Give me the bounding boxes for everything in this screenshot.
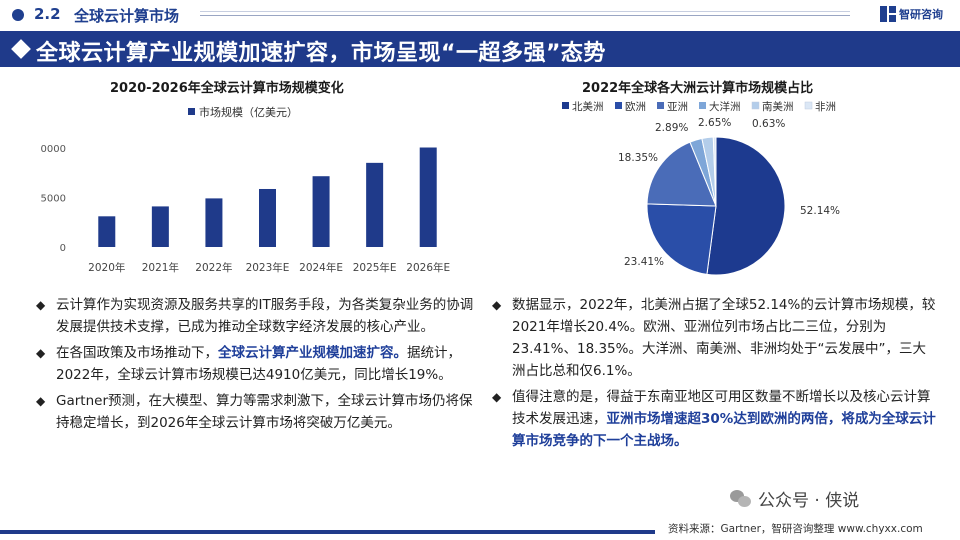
bar [98, 216, 116, 247]
diamond-icon [11, 39, 31, 59]
x-tick-label: 2020年 [88, 261, 125, 274]
bar [151, 206, 169, 247]
bullet-text: 数据显示，2022年，北美洲占据了全球52.14%的云计算市场规模，较2021年… [512, 297, 936, 379]
diamond-icon: ◆ [36, 346, 46, 360]
header-divider [200, 15, 850, 16]
x-tick-label: 2025年E [353, 261, 397, 274]
pie-data-label: 0.63% [752, 118, 785, 130]
bullet-paragraph: ◆ 在各国政策及市场推动下，全球云计算产业规模加速扩容。据统计，2022年，全球云… [36, 342, 476, 386]
bar [312, 176, 330, 247]
wechat-icon [730, 489, 752, 508]
bar [259, 188, 276, 247]
banner: 全球云计算产业规模加速扩容，市场呈现“一超多强”态势 [0, 31, 960, 67]
legend-swatch [699, 102, 706, 109]
legend-label: 大洋洲 [709, 100, 741, 113]
pie-data-label: 23.41% [624, 256, 664, 268]
bar-chart: 2020-2026年全球云计算市场规模变化 市场规模（亿美元） 0 5000 1000… [40, 75, 460, 280]
pie-data-label: 2.89% [655, 122, 688, 134]
highlight-text: 全球云计算产业规模加速扩容。 [218, 345, 407, 361]
highlight-text: 亚洲市场增速超30%达到欧洲的两倍，将成为全球云计算市场竞争的下一个主战场。 [512, 411, 936, 449]
pie-slice [646, 141, 717, 207]
legend-swatch [657, 102, 664, 109]
bar-chart-svg: 市场规模（亿美元） 0 5000 10000 2020年 2021年 2022年 2023年E… [40, 105, 450, 274]
header-divider-thin [200, 11, 850, 12]
x-tick-label: 2024年E [299, 261, 343, 274]
pie-chart-title: 2022年全球各大洲云计算市场规模占比 [582, 81, 814, 96]
pie-chart: 2022年全球各大洲云计算市场规模占比 北美洲 欧洲 亚洲 大洋洲 南美洲 非洲 52.14… [490, 75, 950, 280]
bullet-paragraph: ◆ 云计算作为实现资源及服务共享的IT服务手段，为各类复杂业务的协调发展提供技术支… [36, 294, 476, 338]
left-bullet-list: ◆ 云计算作为实现资源及服务共享的IT服务手段，为各类复杂业务的协调发展提供技术支… [36, 294, 476, 438]
x-tick-label: 2021年 [142, 261, 179, 274]
legend-label: 市场规模（亿美元） [199, 105, 298, 119]
legend-swatch [562, 102, 569, 109]
legend-label: 南美洲 [762, 100, 794, 113]
pie-slice [712, 136, 717, 207]
legend-swatch [804, 101, 813, 110]
legend-label: 非洲 [815, 101, 836, 113]
pie-data-label: 18.35% [618, 152, 658, 164]
brand-name: 智研咨询 [899, 8, 943, 21]
diamond-icon: ◆ [36, 394, 46, 408]
y-tick-label: 5000 [41, 194, 66, 205]
diamond-icon: ◆ [492, 390, 502, 404]
section-title: 全球云计算市场 [74, 7, 180, 25]
wechat-label: 公众号 · 侠说 [758, 491, 860, 511]
bullet-paragraph: ◆ Gartner预测，在大模型、算力等需求刺激下，全球云计算市场仍将保持稳定增长… [36, 390, 476, 434]
brand: 智研咨询 [880, 6, 943, 22]
x-tick-label: 2026年E [406, 261, 450, 274]
right-bullet-list: ◆ 数据显示，2022年，北美洲占据了全球52.14%的云计算市场规模，较2021… [492, 294, 936, 456]
bar [419, 147, 437, 247]
pie-chart-svg: 北美洲 欧洲 亚洲 大洋洲 南美洲 非洲 52.14% 23.41% 18.35% 2.89% 2.… [562, 100, 840, 276]
pie-data-label: 2.65% [698, 117, 731, 129]
brand-logo-icon [880, 6, 896, 22]
section-number: 2.2 [34, 5, 61, 23]
legend-label: 北美洲 [572, 100, 604, 113]
bar [205, 198, 223, 247]
pie-data-label: 52.14% [800, 205, 840, 217]
bullet-text: 在各国政策及市场推动下， [56, 345, 218, 361]
bullet-paragraph: ◆ 值得注意的是，得益于东南亚地区可用区数量不断增长以及核心云计算技术发展迅速，亚… [492, 386, 936, 452]
legend-label: 欧洲 [625, 101, 646, 113]
x-tick-label: 2022年 [195, 261, 232, 274]
legend-swatch [188, 108, 195, 115]
bullet-paragraph: ◆ 数据显示，2022年，北美洲占据了全球52.14%的云计算市场规模，较2021… [492, 294, 936, 382]
section-dot-icon [12, 9, 24, 21]
legend-swatch [615, 102, 622, 109]
footer-bar [0, 530, 655, 534]
bullet-text: 云计算作为实现资源及服务共享的IT服务手段，为各类复杂业务的协调发展提供技术支撑… [56, 297, 474, 335]
bullet-text: 据统计，2022年，全球云计算市场规模已达4910亿美元，同比增长19%。 [56, 345, 461, 383]
source-note: 资料来源：Gartner，智研咨询整理 www.chyxx.com [668, 523, 923, 535]
banner-title: 全球云计算产业规模加速扩容，市场呈现“一超多强”态势 [36, 41, 606, 66]
wechat-account: 公众号 · 侠说 [730, 486, 859, 511]
x-tick-label: 2023年E [246, 261, 290, 274]
legend-label: 亚洲 [667, 101, 688, 113]
diamond-icon: ◆ [36, 298, 46, 312]
section-header: 2.2 全球云计算市场 智研咨询 [0, 0, 960, 30]
pie-slice [646, 203, 717, 275]
bullet-text: Gartner预测，在大模型、算力等需求刺激下，全球云计算市场仍将保持稳定增长，… [56, 393, 473, 431]
legend-swatch [751, 101, 760, 110]
y-tick-label: 10000 [40, 144, 66, 155]
bar [366, 162, 384, 247]
diamond-icon: ◆ [492, 298, 502, 312]
bullet-text: 值得注意的是，得益于东南亚地区可用区数量不断增长以及核心云计算技术发展迅速， [512, 389, 931, 427]
y-tick-label: 0 [60, 243, 66, 254]
pie-slice [706, 136, 786, 276]
bar-chart-title: 2020-2026年全球云计算市场规模变化 [110, 81, 344, 96]
